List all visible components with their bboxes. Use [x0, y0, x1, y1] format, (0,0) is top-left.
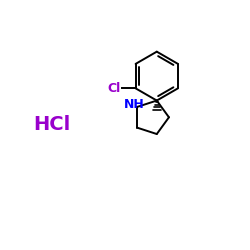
Text: Cl: Cl	[108, 82, 121, 95]
Text: HCl: HCl	[33, 116, 70, 134]
Text: NH: NH	[124, 98, 144, 112]
